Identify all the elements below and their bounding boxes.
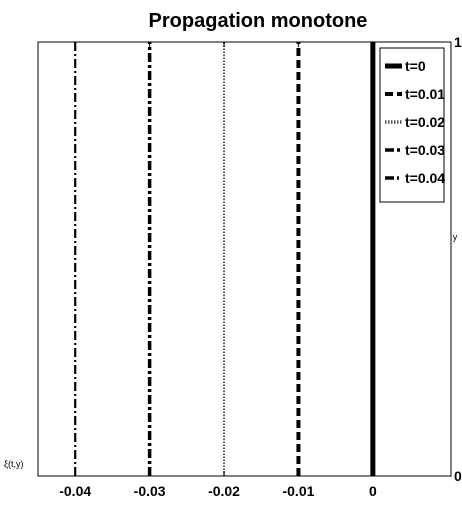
series-layer bbox=[74, 42, 376, 476]
legend-label-0: t=0 bbox=[405, 58, 426, 74]
x-tick-label-0: -0.04 bbox=[59, 483, 91, 499]
legend-label-1: t=0.01 bbox=[405, 86, 445, 102]
legend-label-2: t=0.02 bbox=[405, 114, 445, 130]
y-axis-label: y bbox=[453, 232, 458, 242]
x-tick-label-2: -0.02 bbox=[208, 483, 240, 499]
x-axis-label: ξ(t,y) bbox=[4, 459, 24, 469]
legend-label-4: t=0.04 bbox=[405, 170, 445, 186]
x-tick-label-1: -0.03 bbox=[134, 483, 166, 499]
ticks-layer: -0.04 -0.03 -0.02 -0.01 0 0 1 bbox=[59, 34, 462, 499]
x-tick-label-4: 0 bbox=[369, 483, 377, 499]
legend: t=0 t=0.01 t=0.02 t=0.03 t=0.04 bbox=[379, 47, 445, 203]
y-tick-label-1: 1 bbox=[454, 34, 462, 50]
legend-label-3: t=0.03 bbox=[405, 142, 445, 158]
chart-title: Propagation monotone bbox=[149, 10, 368, 32]
y-tick-label-0: 0 bbox=[454, 468, 462, 484]
x-tick-label-3: -0.01 bbox=[282, 483, 314, 499]
